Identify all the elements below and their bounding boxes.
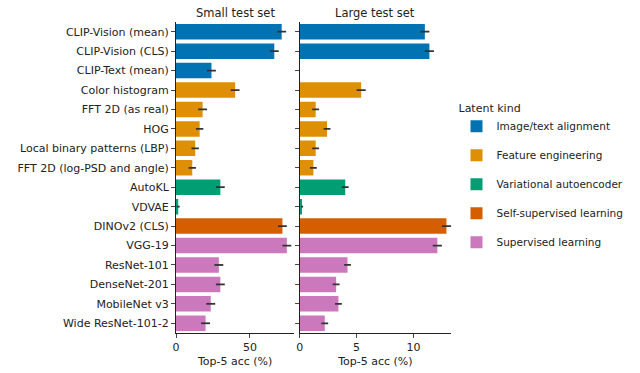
svg-text:0: 0	[173, 341, 180, 354]
svg-text:50: 50	[243, 341, 257, 354]
svg-text:Variational autoencoder: Variational autoencoder	[497, 178, 623, 190]
svg-text:VDVAE: VDVAE	[132, 201, 169, 214]
svg-text:DenseNet-201: DenseNet-201	[90, 278, 169, 291]
svg-text:10: 10	[406, 341, 420, 354]
svg-text:FFT 2D (as real): FFT 2D (as real)	[82, 103, 169, 116]
svg-text:Top-5 acc (%): Top-5 acc (%)	[337, 355, 412, 368]
svg-text:Self-supervised learning: Self-supervised learning	[497, 207, 623, 219]
svg-text:FFT 2D (log-PSD and angle): FFT 2D (log-PSD and angle)	[18, 162, 169, 175]
svg-text:CLIP-Text (mean): CLIP-Text (mean)	[77, 64, 169, 77]
svg-text:HOG: HOG	[143, 123, 168, 136]
svg-text:AutoKL: AutoKL	[130, 181, 170, 194]
svg-text:0: 0	[296, 341, 303, 354]
svg-text:Image/text alignment: Image/text alignment	[497, 120, 611, 132]
svg-text:Top-5 acc (%): Top-5 acc (%)	[197, 355, 272, 368]
svg-text:DINOv2 (CLS): DINOv2 (CLS)	[94, 220, 169, 233]
svg-text:ResNet-101: ResNet-101	[105, 259, 169, 272]
svg-text:Large test set: Large test set	[335, 6, 415, 20]
svg-text:Small test set: Small test set	[196, 6, 275, 20]
svg-text:Feature engineering: Feature engineering	[497, 149, 603, 161]
svg-text:Color histogram: Color histogram	[81, 84, 169, 97]
svg-text:Latent kind: Latent kind	[459, 102, 521, 115]
svg-text:Local binary patterns (LBP): Local binary patterns (LBP)	[20, 142, 169, 155]
svg-text:MobileNet v3: MobileNet v3	[96, 298, 168, 311]
svg-text:Supervised learning: Supervised learning	[497, 236, 602, 248]
svg-text:VGG-19: VGG-19	[126, 239, 169, 252]
svg-text:CLIP-Vision (mean): CLIP-Vision (mean)	[66, 26, 169, 39]
svg-text:5: 5	[353, 341, 360, 354]
svg-text:CLIP-Vision (CLS): CLIP-Vision (CLS)	[76, 45, 168, 58]
svg-text:Wide ResNet-101-2: Wide ResNet-101-2	[63, 317, 169, 330]
